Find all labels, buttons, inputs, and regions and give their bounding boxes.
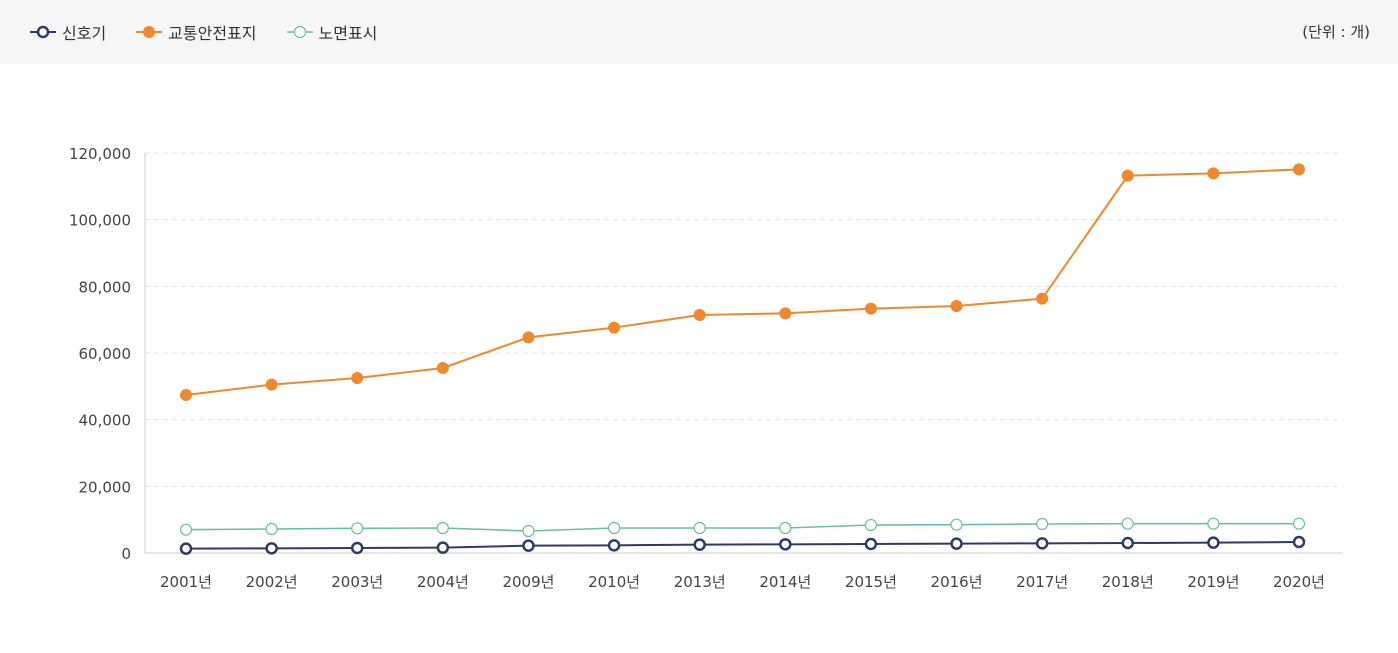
x-tick-label: 2013년 xyxy=(674,573,726,591)
data-point xyxy=(608,321,621,334)
data-point xyxy=(950,300,963,312)
legend-marker-open-icon xyxy=(286,25,313,39)
x-axis-ticks: 2001년 2002년 2003년 2004년 2009년 2010년 2013년 2014년… xyxy=(160,573,1325,591)
data-point xyxy=(1293,163,1305,176)
data-point xyxy=(351,522,364,535)
data-point xyxy=(1292,517,1306,530)
data-point xyxy=(1035,537,1049,550)
data-point xyxy=(1121,169,1134,182)
y-tick-label: 40,000 xyxy=(79,412,132,430)
data-point xyxy=(179,523,193,536)
data-point xyxy=(436,541,450,554)
data-point xyxy=(779,307,792,320)
data-point xyxy=(1207,167,1220,180)
data-point xyxy=(350,541,364,555)
data-point xyxy=(265,542,278,555)
series-line xyxy=(185,168,1300,396)
data-point xyxy=(180,389,192,401)
x-tick-label: 2020년 xyxy=(1273,573,1325,591)
legend-marker-open-icon xyxy=(30,25,56,39)
chart-header: 신호기 교통안전표지 노면표시 (단위 : 개) xyxy=(0,0,1398,64)
data-point xyxy=(864,537,878,551)
y-tick-label: 0 xyxy=(121,545,131,563)
data-point xyxy=(607,539,621,552)
data-point xyxy=(522,539,535,552)
legend-label: 노면표시 xyxy=(318,24,378,43)
x-tick-label: 2010년 xyxy=(588,573,640,591)
data-point xyxy=(265,522,278,536)
y-tick-label: 120,000 xyxy=(69,145,131,163)
data-point xyxy=(265,378,278,391)
unit-label: (단위 : 개) xyxy=(1302,23,1370,41)
data-point xyxy=(950,518,963,531)
data-point xyxy=(522,331,535,344)
series-line xyxy=(185,522,1299,532)
data-point xyxy=(1207,517,1220,530)
legend-marker-filled-icon xyxy=(136,26,163,38)
legend-item-traffic-sign[interactable]: 교통안전표지 xyxy=(136,20,257,44)
data-point xyxy=(607,521,621,535)
y-tick-label: 100,000 xyxy=(69,212,131,230)
data-point xyxy=(1207,536,1220,549)
data-point xyxy=(693,538,706,551)
x-tick-label: 2016년 xyxy=(931,573,983,591)
legend-item-signal[interactable]: 신호기 xyxy=(30,20,106,44)
series-2 xyxy=(179,517,1306,538)
y-tick-label: 60,000 xyxy=(79,345,132,363)
legend-label: 교통안전표지 xyxy=(168,24,257,43)
axes xyxy=(144,153,1343,554)
data-point xyxy=(436,362,449,374)
x-tick-label: 2001년 xyxy=(160,573,212,591)
data-point xyxy=(1036,517,1049,531)
y-axis-ticks: 0 20,000 40,000 60,000 80,000 100,000 120,000 xyxy=(69,145,131,563)
data-point xyxy=(779,538,792,551)
data-point xyxy=(1121,517,1134,530)
series-0 xyxy=(179,535,1306,555)
x-tick-label: 2015년 xyxy=(845,573,897,591)
data-point xyxy=(1121,536,1135,550)
x-tick-label: 2014년 xyxy=(759,573,811,591)
data-point xyxy=(179,542,193,555)
x-tick-label: 2004년 xyxy=(417,573,469,591)
data-point xyxy=(779,521,792,535)
data-point xyxy=(436,521,449,535)
x-tick-label: 2003년 xyxy=(331,573,383,591)
series-1 xyxy=(180,163,1305,401)
y-tick-label: 20,000 xyxy=(79,478,132,496)
x-tick-label: 2002년 xyxy=(246,573,298,591)
x-tick-label: 2009년 xyxy=(502,573,554,591)
data-point xyxy=(864,518,878,532)
series-group xyxy=(179,163,1306,555)
legend: 신호기 교통안전표지 노면표시 xyxy=(30,0,407,64)
y-tick-label: 80,000 xyxy=(79,278,132,296)
data-point xyxy=(950,537,963,550)
x-tick-label: 2018년 xyxy=(1102,573,1154,591)
x-tick-label: 2019년 xyxy=(1187,573,1239,591)
series-line xyxy=(185,541,1300,550)
data-point xyxy=(351,372,364,384)
x-tick-label: 2017년 xyxy=(1016,573,1068,591)
legend-label: 신호기 xyxy=(62,24,107,43)
data-point xyxy=(693,521,706,535)
data-point xyxy=(1036,292,1049,305)
data-point xyxy=(864,302,877,315)
data-point xyxy=(693,309,706,321)
grid xyxy=(145,152,1343,487)
data-point xyxy=(522,524,535,538)
data-point xyxy=(1292,535,1306,549)
legend-item-road-marking[interactable]: 노면표시 xyxy=(286,20,378,44)
